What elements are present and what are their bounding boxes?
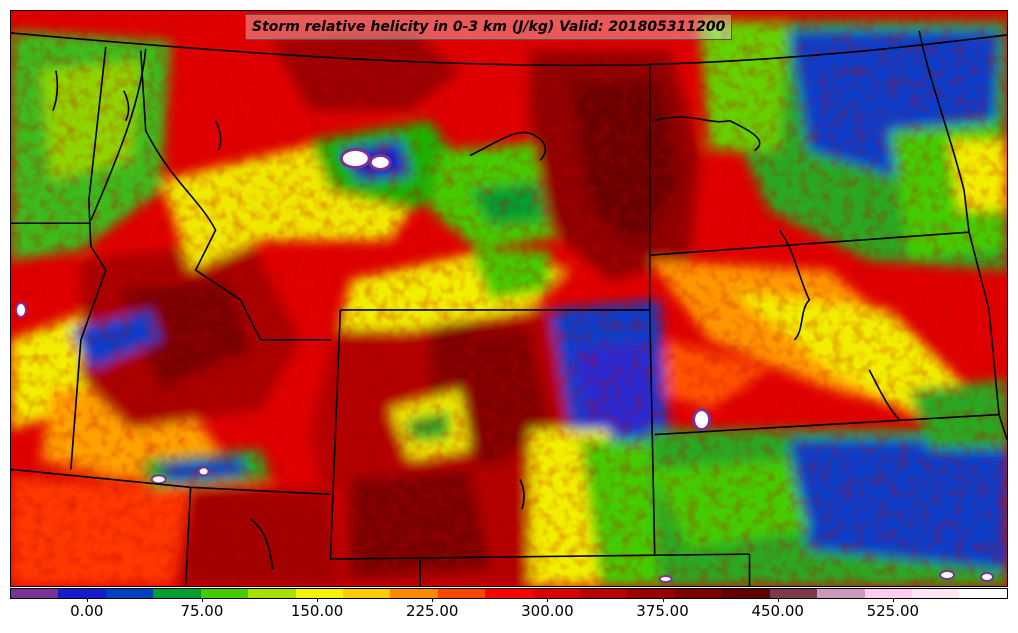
colorbar-swatch [390, 589, 438, 598]
colorbar-swatch [769, 589, 818, 598]
colorbar-swatch [580, 589, 628, 598]
extreme-value-spots [14, 148, 995, 584]
colorbar-tick-mark [86, 598, 88, 602]
colorbar-tick-mark [317, 598, 319, 602]
colorbar-tick-mark [662, 598, 664, 602]
state-boundaries [11, 30, 1007, 586]
colorbar-swatch [437, 589, 486, 598]
colorbar-swatch [817, 589, 865, 598]
colorbar-tick-label: 450.00 [751, 602, 804, 620]
colorbar-swatch [11, 589, 59, 598]
colorbar-ticks: 0.00 75.00 150.00 225.00 300.00 375.00 450.00 5… [10, 598, 1008, 629]
colorbar-tick-label: 525.00 [866, 602, 920, 620]
map-panel [10, 10, 1008, 587]
colorbar-swatch [912, 589, 960, 598]
map-title: Storm relative helicity in 0-3 km (J/kg)… [245, 14, 733, 40]
colorbar [10, 588, 1008, 599]
colorbar-swatch [722, 589, 770, 598]
colorbar-tick-label: 150.00 [290, 602, 344, 620]
water-outlines [52, 70, 900, 570]
colorbar-tick-label: 375.00 [636, 602, 689, 620]
colorbar-swatch [342, 589, 391, 598]
colorbar-swatch [153, 589, 201, 598]
colorbar-tick-label: 225.00 [405, 602, 459, 620]
colorbar-swatch [959, 589, 1007, 598]
colorbar-tick-mark [432, 598, 434, 602]
colorbar-tick-label: 75.00 [180, 602, 224, 620]
colorbar-swatch [532, 589, 581, 598]
colorbar-tick-label: 0.00 [70, 602, 104, 620]
colorbar-tick-mark [547, 598, 549, 602]
colorbar-swatch [627, 589, 675, 598]
colorbar-swatch [485, 589, 533, 598]
colorbar-tick-mark [201, 598, 203, 602]
colorbar-swatch [248, 589, 296, 598]
colorbar-swatch [105, 589, 154, 598]
colorbar-tick-mark [892, 598, 894, 602]
colorbar-swatch [295, 589, 343, 598]
colorbar-swatch [200, 589, 249, 598]
colorbar-tick-label: 300.00 [521, 602, 574, 620]
colorbar-tick-mark [777, 598, 779, 602]
field-texture [11, 11, 1007, 586]
colorbar-swatch [674, 589, 723, 598]
colorbar-swatch [864, 589, 913, 598]
helicity-field-map [11, 11, 1007, 586]
colorbar-swatch [58, 589, 106, 598]
